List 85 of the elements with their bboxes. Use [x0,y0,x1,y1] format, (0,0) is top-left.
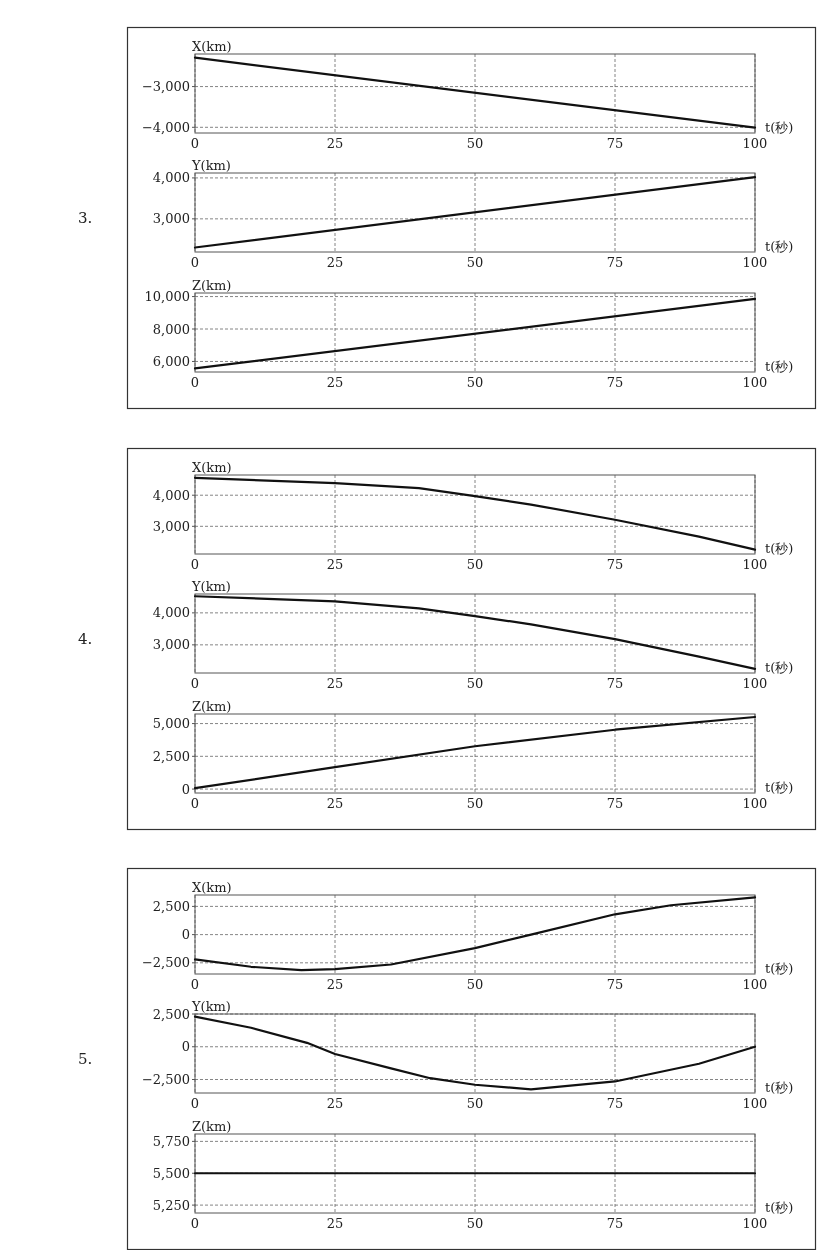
x-tick-label: 50 [466,977,484,992]
x-tick-label: 25 [326,676,344,691]
y-tick-label: 2,500 [152,1006,190,1022]
y-axis-title: X(km) [192,460,232,475]
x-axis-title: t(秒) [765,780,794,795]
y-axis-title: Z(km) [192,278,232,293]
x-axis-title: t(秒) [765,120,794,135]
line-series [193,896,757,972]
y-axis-title: Z(km) [192,699,232,714]
y-axis-title: Y(km) [191,999,231,1014]
x-tick-label: 75 [606,557,624,572]
y-axis-title: Z(km) [192,1119,232,1134]
x-tick-label: 100 [742,676,768,691]
y-tick-label: 5,000 [152,716,190,732]
y-tick-label: −4,000 [141,119,190,135]
x-tick-label: 100 [742,375,768,390]
line-series [193,715,757,790]
y-tick-label: 5,750 [152,1133,190,1149]
x-axis-title: t(秒) [765,1200,794,1215]
x-tick-label: 25 [326,977,344,992]
x-tick-label: 100 [742,1096,768,1111]
x-tick-label: 50 [466,255,484,270]
x-tick-label: 50 [466,375,484,390]
x-tick-label: 75 [606,977,624,992]
y-tick-label: 0 [181,781,190,797]
y-tick-label: 0 [181,1039,190,1055]
x-tick-label: 50 [466,676,484,691]
y-axis-title: X(km) [192,880,232,895]
y-axis-title: X(km) [192,39,232,54]
text: 3. [78,208,93,227]
y-tick-label: 6,000 [152,353,190,369]
x-axis-title: t(秒) [765,961,794,976]
line-series [193,1015,757,1091]
x-tick-label: 75 [606,1096,624,1111]
x-tick-label: 75 [606,375,624,390]
y-axis-title: Y(km) [191,158,231,173]
text: 5. [78,1049,93,1068]
text: 4. [78,629,93,648]
x-tick-label: 100 [742,136,768,151]
x-tick-label: 100 [742,255,768,270]
y-tick-label: 10,000 [144,289,190,305]
x-axis-title: t(秒) [765,1080,794,1095]
x-tick-label: 75 [606,136,624,151]
x-tick-label: 50 [466,1216,484,1231]
x-tick-label: 25 [326,796,344,811]
x-tick-label: 25 [326,1096,344,1111]
x-tick-label: 100 [742,557,768,572]
y-tick-label: 5,500 [152,1165,190,1181]
line-series [193,595,757,670]
x-tick-label: 50 [466,796,484,811]
x-tick-label: 75 [606,676,624,691]
y-tick-label: −2,500 [141,955,190,971]
y-tick-label: 2,500 [152,898,190,914]
y-tick-label: −2,500 [141,1072,190,1088]
x-axis-title: t(秒) [765,359,794,374]
y-tick-label: 3,000 [152,211,190,227]
x-tick-label: 25 [326,255,344,270]
y-tick-label: 4,000 [152,170,190,186]
x-tick-label: 50 [466,557,484,572]
x-tick-label: 25 [326,375,344,390]
x-tick-label: 25 [326,1216,344,1231]
x-tick-label: 100 [742,796,768,811]
x-tick-label: 50 [466,1096,484,1111]
y-tick-label: 0 [181,927,190,943]
y-tick-label: 5,250 [152,1197,190,1213]
y-tick-label: −3,000 [141,79,190,95]
x-tick-label: 75 [606,796,624,811]
y-tick-label: 4,000 [152,487,190,503]
x-tick-label: 25 [326,136,344,151]
x-tick-label: 100 [742,1216,768,1231]
x-tick-label: 75 [606,1216,624,1231]
x-tick-label: 25 [326,557,344,572]
x-axis-title: t(秒) [765,541,794,556]
x-axis-title: t(秒) [765,239,794,254]
y-axis-title: Y(km) [191,579,231,594]
y-tick-label: 2,500 [152,748,190,764]
x-tick-label: 100 [742,977,768,992]
line-series [193,476,757,551]
y-tick-label: 3,000 [152,637,190,653]
y-tick-label: 8,000 [152,321,190,337]
x-tick-label: 50 [466,136,484,151]
y-tick-label: 4,000 [152,605,190,621]
y-tick-label: 3,000 [152,518,190,534]
x-tick-label: 75 [606,255,624,270]
x-axis-title: t(秒) [765,660,794,675]
